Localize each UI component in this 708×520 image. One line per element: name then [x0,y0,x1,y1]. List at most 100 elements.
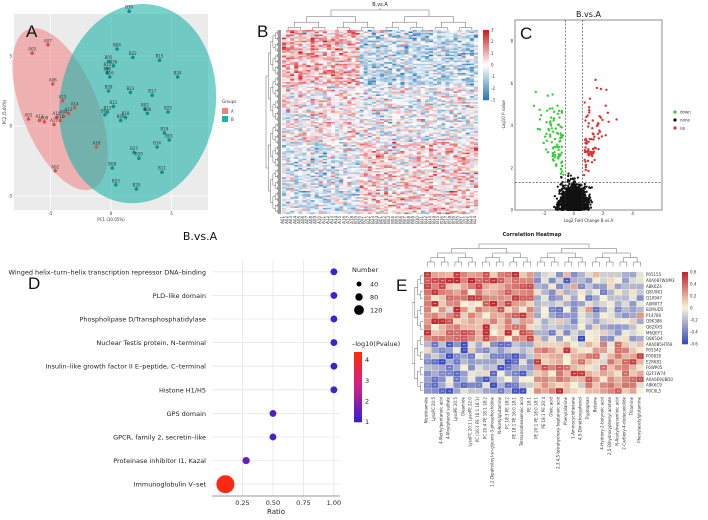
heatmap-cell [470,104,474,106]
heatmap-cell [376,36,380,38]
heatmap-cell [376,55,380,57]
heatmap-cell [458,96,462,98]
heatmap-cell [364,64,368,66]
heatmap-cell [454,150,458,152]
heatmap-cell [364,39,368,41]
heatmap-cell [458,119,462,121]
heatmap-cell [470,32,474,34]
heatmap-cell [433,124,437,126]
heatmap-cell [376,151,380,153]
pca-legend-title: Groups [222,99,236,104]
heatmap-cell [470,73,474,75]
heatmap-cell [302,78,306,80]
heatmap-cell [392,145,396,147]
heatmap-cell [335,110,339,112]
heatmap-cell [400,90,404,92]
heatmap-cell [466,153,470,155]
heatmap-cell [413,113,417,115]
heatmap-cell [466,88,470,90]
heatmap-cell [286,110,290,112]
heatmap-cell [376,108,380,110]
heatmap-cell [331,147,335,149]
heatmap-cell [351,119,355,121]
heatmap-cell [302,134,306,136]
heatmap-cell [339,64,343,66]
heatmap-cell [311,81,315,83]
heatmap-cell [347,47,351,49]
heatmap-cell [286,97,290,99]
heatmap-cell [392,174,396,176]
heatmap-cell [462,142,466,144]
heatmap-cell [400,42,404,44]
heatmap-cell [376,125,380,127]
heatmap-cell [339,74,343,76]
heatmap-cell [470,157,474,159]
heatmap-cell [474,142,478,144]
heatmap-cell [339,168,343,170]
pca-point-label: B29 [135,152,143,157]
heatmap-cell [454,30,458,32]
heatmap-cell [417,32,421,34]
heatmap-cell [449,56,453,58]
heatmap-cell [286,137,290,139]
heatmap-cell [343,171,347,173]
heatmap-cell [417,171,421,173]
heatmap-cell [347,39,351,41]
heatmap-cell [433,90,437,92]
heatmap-cell [380,71,384,73]
heatmap-cell [364,102,368,104]
heatmap-cell [392,35,396,37]
heatmap-cell [425,90,429,92]
heatmap-cell [356,148,360,150]
heatmap-cell [466,159,470,161]
heatmap-cell [462,41,466,43]
heatmap-cell [433,56,437,58]
heatmap-cell [380,91,384,93]
heatmap-cell [413,96,417,98]
heatmap-cell [470,119,474,121]
heatmap-cell [458,139,462,141]
heatmap-cell [376,124,380,126]
heatmap-cell [405,61,409,63]
heatmap-cell [347,114,351,116]
pca-point-A [27,117,31,121]
heatmap-cell [409,74,413,76]
heatmap-cell [449,147,453,149]
heatmap-cell [376,171,380,173]
heatmap-cell [405,133,409,135]
heatmap-cell [315,125,319,127]
heatmap-cell [400,76,404,78]
heatmap-cell [409,55,413,57]
heatmap-cell [307,136,311,138]
heatmap-cell [315,140,319,142]
heatmap-cell [290,96,294,98]
heatmap-cell [351,85,355,87]
heatmap-cell [298,139,302,141]
heatmap-cell [458,71,462,73]
heatmap-cell [311,32,315,34]
heatmap-cell [454,50,458,52]
heatmap-cell [319,32,323,34]
heatmap-cell [421,145,425,147]
heatmap-cell [302,110,306,112]
heatmap-cell [454,151,458,153]
heatmap-cell [433,65,437,67]
heatmap-cell [339,133,343,135]
heatmap-cell [323,41,327,43]
heatmap-cell [392,133,396,135]
heatmap-cell [441,153,445,155]
heatmap-cell [315,81,319,83]
heatmap-cell [343,131,347,133]
heatmap-cell [323,97,327,99]
heatmap-cell [445,39,449,41]
pca-point-label: B15 [156,54,164,59]
heatmap-cell [347,105,351,107]
heatmap-cell [331,42,335,44]
heatmap-cell [327,151,331,153]
heatmap-cell [372,97,376,99]
heatmap-cell [421,170,425,172]
heatmap-cell [454,133,458,135]
heatmap-cell [441,119,445,121]
heatmap-cell [351,142,355,144]
heatmap-cell [347,74,351,76]
